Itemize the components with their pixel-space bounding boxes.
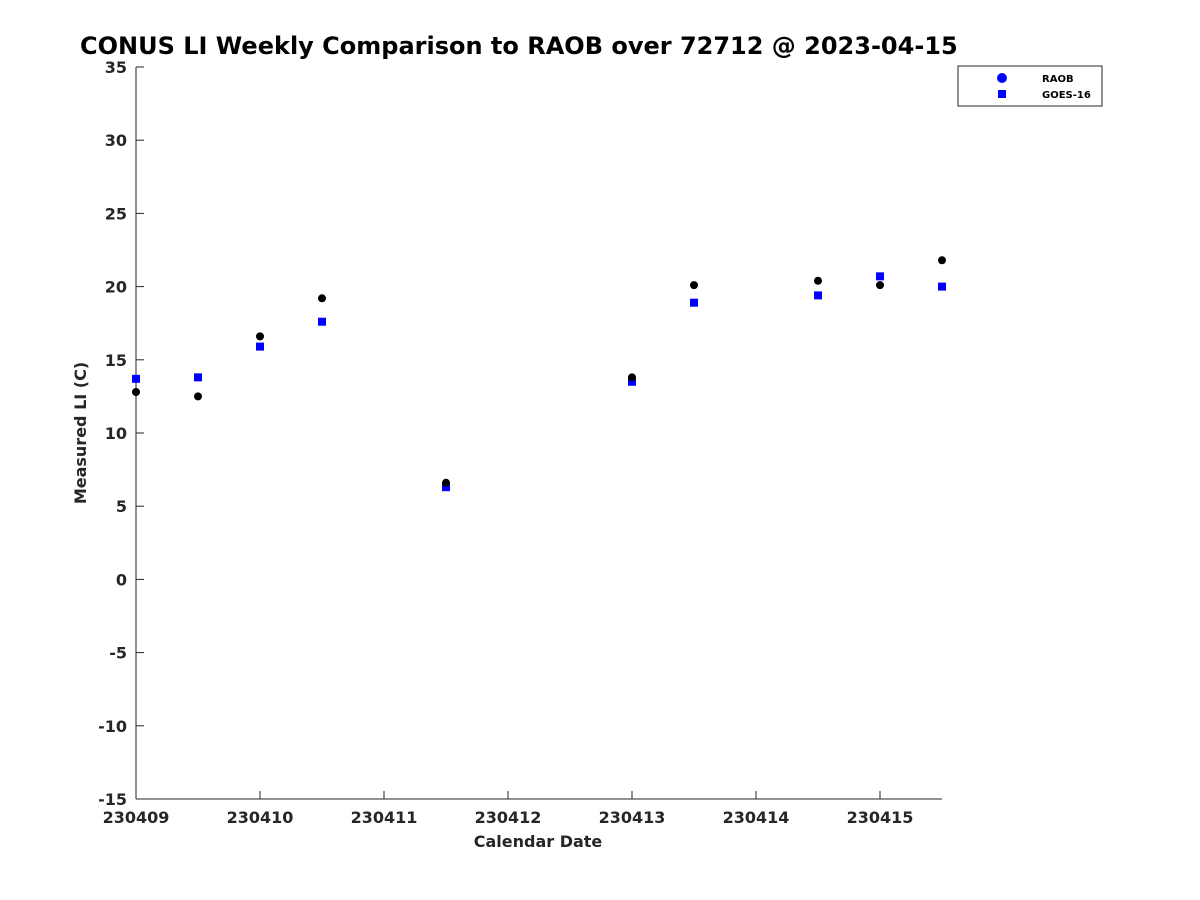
raob-point xyxy=(256,332,264,341)
y-tick-label: -5 xyxy=(109,644,127,663)
legend-raob-marker xyxy=(997,73,1007,83)
goes16-point xyxy=(814,291,822,300)
raob-point xyxy=(690,281,698,290)
raob-point xyxy=(876,281,884,290)
legend-label: RAOB xyxy=(1042,74,1074,85)
y-axis-label: Measured LI (C) xyxy=(71,362,90,504)
raob-point xyxy=(318,294,326,303)
legend: RAOB GOES-16 xyxy=(957,65,1103,107)
raob-point xyxy=(442,478,450,487)
legend-label: GOES-16 xyxy=(1042,90,1091,101)
goes16-point xyxy=(690,298,698,307)
goes16-point xyxy=(256,342,264,351)
y-tick-label: 15 xyxy=(105,351,127,370)
raob-point xyxy=(132,388,140,397)
y-tick-label: -10 xyxy=(98,717,127,736)
chart-title: CONUS LI Weekly Comparison to RAOB over … xyxy=(80,32,958,60)
axes: -15 -10 -5 0 5 10 15 20 25 30 35 230409 230410 230411… xyxy=(98,58,942,827)
goes16-point xyxy=(318,317,326,326)
goes16-point xyxy=(194,373,202,382)
raob-point xyxy=(194,392,202,401)
x-tick-label: 230414 xyxy=(723,808,790,827)
goes16-point xyxy=(938,282,946,291)
y-tick-label: 20 xyxy=(105,278,127,297)
goes16-point xyxy=(628,377,636,386)
raob-point xyxy=(628,373,636,382)
x-axis-label: Calendar Date xyxy=(474,832,603,851)
y-tick-label: -15 xyxy=(98,790,127,809)
legend-box xyxy=(957,65,1103,107)
y-tick-label: 35 xyxy=(105,58,127,77)
x-tick-label: 230412 xyxy=(475,808,542,827)
y-tick-label: 5 xyxy=(116,497,127,516)
y-tick-label: 10 xyxy=(105,424,127,443)
x-tick-label: 230411 xyxy=(351,808,418,827)
raob-point xyxy=(814,276,822,285)
raob-point xyxy=(938,256,946,265)
y-tick-label: 25 xyxy=(105,204,127,223)
goes16-point xyxy=(442,483,450,492)
goes16-point xyxy=(876,272,884,281)
y-tick-label: 30 xyxy=(105,131,127,150)
x-tick-label: 230415 xyxy=(847,808,914,827)
x-tick-label: 230409 xyxy=(103,808,170,827)
goes16-point xyxy=(132,374,140,383)
x-tick-label: 230410 xyxy=(227,808,294,827)
y-tick-label: 0 xyxy=(116,570,127,589)
plot-marks xyxy=(132,256,946,492)
legend-goes16-marker xyxy=(998,90,1006,98)
x-tick-label: 230413 xyxy=(599,808,666,827)
